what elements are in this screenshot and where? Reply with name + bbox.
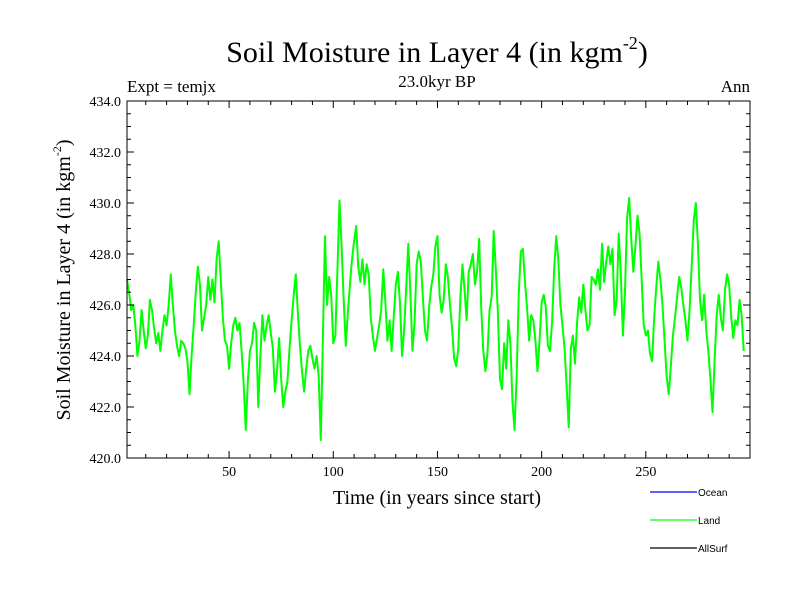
legend-label-land: Land xyxy=(698,516,720,527)
expt-label: Expt = temjx xyxy=(127,77,216,96)
y-axis-label-main: Soil Moisture in Layer 4 (in kgm xyxy=(53,156,75,421)
legend: Ocean Land AllSurf xyxy=(650,488,728,555)
series-line-land xyxy=(126,196,745,442)
y-tick-label: 426.0 xyxy=(90,299,122,314)
season-label: Ann xyxy=(721,77,751,96)
y-tick-label: 420.0 xyxy=(90,452,122,467)
y-tick-label: 430.0 xyxy=(90,197,122,212)
y-axis-label: Soil Moisture in Layer 4 (in kgm-2) xyxy=(50,139,75,420)
y-tick-label: 434.0 xyxy=(90,95,122,110)
y-tick-label: 424.0 xyxy=(90,350,122,365)
ticks-group: 420.0 422.0 424.0 426.0 428.0 430.0 432.0 434.0… xyxy=(90,95,751,480)
plot-frame xyxy=(126,100,751,459)
x-tick-label: 150 xyxy=(427,465,448,480)
x-tick-label: 100 xyxy=(323,465,344,480)
x-tick-label: 50 xyxy=(222,465,236,480)
y-axis-label-sup: -2 xyxy=(50,146,64,156)
subtitle: 23.0kyr BP xyxy=(398,72,475,91)
y-tick-label: 432.0 xyxy=(90,146,122,161)
chart-title-close: ) xyxy=(638,36,648,69)
legend-label-ocean: Ocean xyxy=(698,488,727,499)
chart-title: Soil Moisture in Layer 4 (in kgm-2) xyxy=(226,33,648,69)
x-tick-label: 200 xyxy=(531,465,552,480)
y-axis-label-close: ) xyxy=(53,139,75,146)
y-tick-label: 428.0 xyxy=(90,248,122,263)
x-axis-label: Time (in years since start) xyxy=(333,487,541,509)
chart-title-main: Soil Moisture in Layer 4 (in kgm xyxy=(226,36,623,69)
x-tick-label: 250 xyxy=(635,465,656,480)
y-tick-label: 422.0 xyxy=(90,401,122,416)
chart-title-sup: -2 xyxy=(623,33,638,53)
legend-label-allsurf: AllSurf xyxy=(698,544,728,555)
series-group xyxy=(126,196,745,442)
